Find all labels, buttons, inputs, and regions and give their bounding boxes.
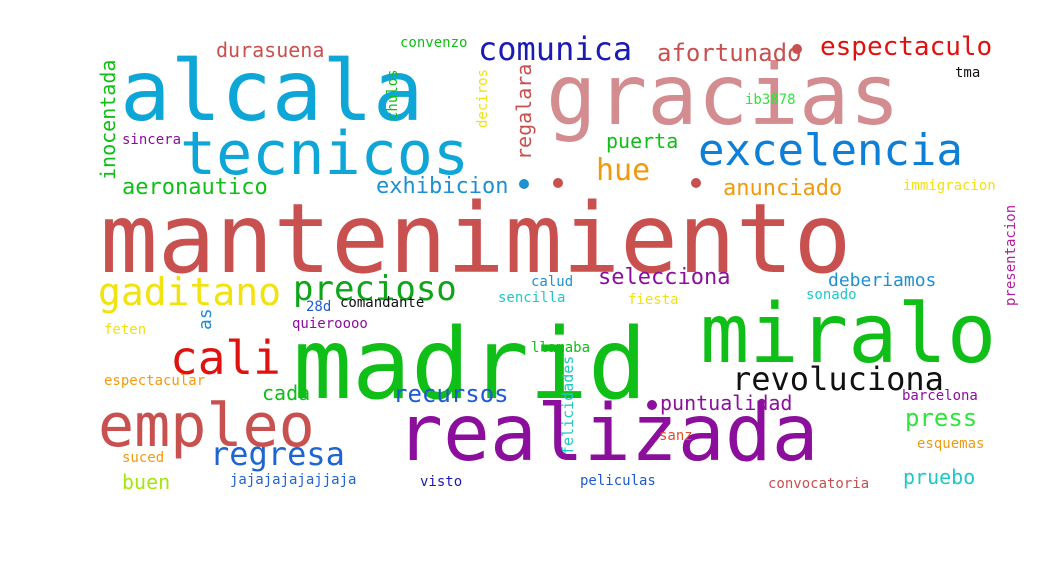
cloud-word: puerta [606,129,678,153]
cloud-word: convocatoria [768,476,869,492]
cloud-word: deciros [475,69,491,128]
cloud-word: aeronautico [122,175,268,200]
cloud-word: calud [531,274,573,290]
cloud-word: visto [420,474,462,490]
cloud-word: buen [122,470,170,494]
cloud-word: tecnicos [180,119,469,189]
dot-mark [691,178,701,188]
cloud-word: press [905,404,977,432]
dot-mark [647,400,657,410]
cloud-word: inocentada [96,60,120,180]
cloud-word: felicidades [559,356,577,455]
cloud-word: miralo [700,287,996,382]
cloud-word: jajajajajajjaja [230,472,356,488]
cloud-word: excelencia [698,125,963,176]
cloud-word: fiesta [628,292,679,308]
cloud-word: comandante [340,295,424,311]
dot-mark [792,44,802,54]
cloud-word: sencilla [498,290,565,306]
cloud-word: comunica [478,30,632,68]
cloud-word: llamaba [531,340,590,356]
cloud-word: regresa [210,435,345,473]
cloud-word: immigracion [903,178,996,194]
cloud-word: selecciona [598,265,730,290]
cloud-word: gracias [546,46,900,144]
cloud-word: sonado [806,287,857,303]
cloud-word: cada [262,381,310,405]
cloud-word: hue [596,153,650,188]
cloud-word: espectacular [104,373,205,389]
cloud-word: pruebo [903,465,975,489]
cloud-word: mantenimiento [100,183,851,295]
dot-mark [553,178,563,188]
cloud-word: peliculas [580,473,656,489]
cloud-word: deberiamos [828,270,936,291]
cloud-word: tma [955,65,980,81]
cloud-word: durasuena [216,38,324,62]
cloud-word: precioso [293,269,457,309]
cloud-word: exhibicion [376,174,508,199]
cloud-word: sincera [122,132,181,148]
cloud-word: 28d [306,299,331,315]
cloud-word: realizada [396,389,819,479]
cloud-word: gaditano [98,270,281,314]
cloud-word: as [195,308,216,330]
cloud-word: cali [170,331,281,385]
cloud-word: sanz [659,428,693,444]
cloud-word: esquemas [917,436,984,452]
cloud-word: chulos [385,69,401,120]
cloud-word: recursos [393,380,509,408]
cloud-word: madrid [293,308,647,422]
cloud-word: convenzo [400,35,467,51]
cloud-word: revoluciona [732,360,944,398]
cloud-word: afortunado [657,39,802,67]
cloud-word: quieroooo [292,316,368,332]
cloud-word: puntualidad [660,391,792,415]
cloud-word: feten [104,322,146,338]
cloud-word: espectaculo [820,32,992,62]
cloud-word: anunciado [723,176,842,201]
cloud-word: ib3878 [745,92,796,108]
cloud-word: barcelona [902,388,978,404]
cloud-word: presentacion [1003,205,1019,306]
cloud-word: suced [122,450,164,466]
cloud-word: empleo [98,391,315,461]
cloud-word: regalara [512,64,536,160]
dot-mark [519,179,529,189]
cloud-word: alcala [120,42,423,140]
